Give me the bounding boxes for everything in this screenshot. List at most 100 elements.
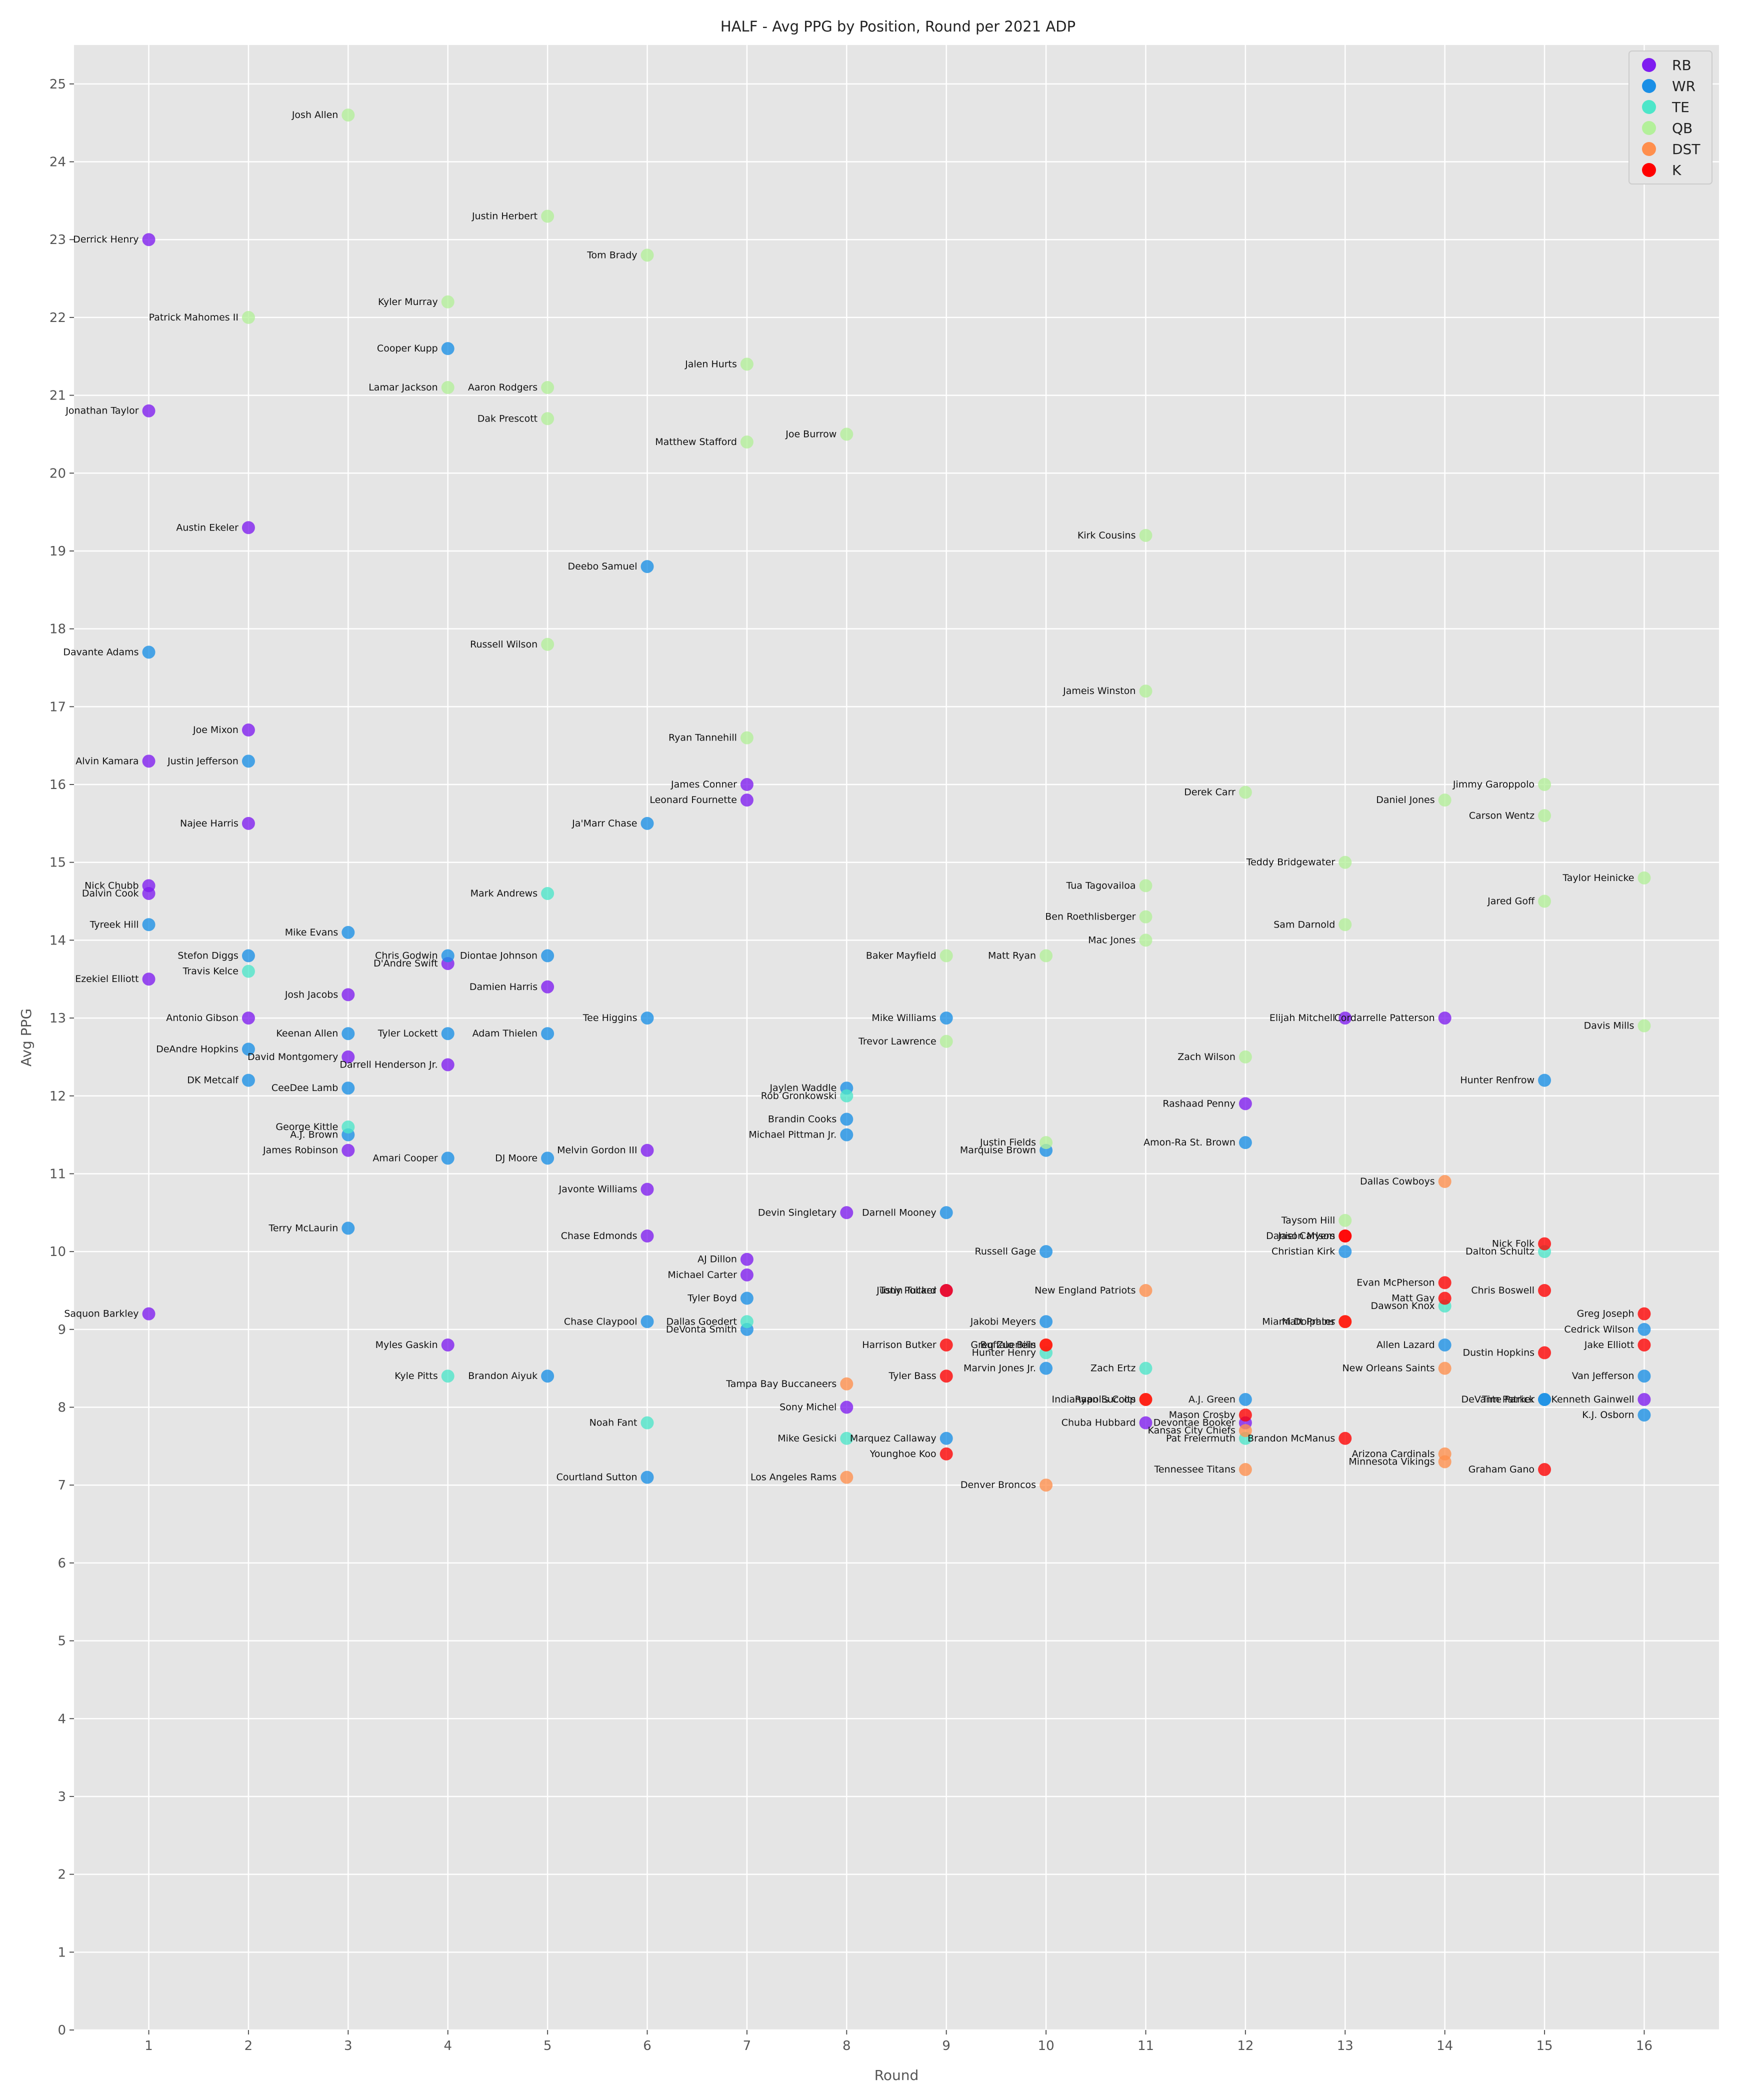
data-point-rb [441,1338,454,1352]
point-label: Dallas Cowboys [1360,1176,1435,1187]
data-point-te [640,1416,654,1430]
data-point-te [242,964,255,978]
data-point-rb [740,778,754,792]
data-point-qb [740,731,754,744]
point-label: Jalen Hurts [684,358,737,370]
data-point-qb [940,949,953,962]
point-label: Jared Goff [1487,896,1535,907]
point-label: Stefon Diggs [178,950,238,962]
point-label: Greg Joseph [1577,1308,1634,1320]
data-point-qb [441,295,454,308]
point-label: DeVonta Smith [666,1324,737,1335]
y-tick-label: 15 [50,856,66,870]
point-label: Brandin Cooks [768,1114,836,1124]
point-label: DeVante Parker [1461,1394,1534,1405]
x-tick-label: 14 [1436,2038,1453,2054]
point-label: Dak Prescott [478,413,538,424]
point-label: Antonio Gibson [166,1012,238,1024]
y-tick-label: 7 [58,1478,66,1493]
data-point-wr [441,1027,454,1040]
legend-marker-rb [1642,58,1656,72]
point-label: Minnesota Vikings [1348,1456,1434,1467]
point-label: Terry McLaurin [268,1222,338,1234]
data-point-rb [740,1268,754,1282]
data-point-rb [242,816,255,830]
y-axis-ticks: 0123456789101112131415161718192021222324… [50,77,74,2038]
point-label: D'Andre Swift [374,958,438,969]
data-point-k [1040,1338,1053,1352]
legend-label-qb: QB [1672,120,1692,136]
point-label: DJ Moore [495,1152,538,1164]
point-label: Harrison Butker [862,1340,936,1350]
point-label: Marquise Brown [960,1145,1036,1156]
point-label: Dalvin Cook [82,888,139,899]
point-label: Ezekiel Elliott [75,974,138,984]
data-point-rb [1638,1392,1651,1406]
point-label: Chris Boswell [1471,1285,1534,1296]
point-labels: Derrick Henry Jonathan Taylor Alvin Kamara… [63,110,1634,1490]
data-point-qb [1538,894,1552,908]
data-point-wr [1238,1136,1252,1150]
point-label: Trevor Lawrence [858,1036,936,1047]
point-label: Aaron Rodgers [468,382,538,393]
point-label: Courtland Sutton [556,1472,638,1483]
point-label: Teddy Bridgewater [1246,857,1336,868]
chart-title: HALF - Avg PPG by Position, Round per 20… [720,18,1076,35]
point-label: Chris Godwin [375,950,438,962]
point-label: Jameis Winston [1062,686,1136,696]
data-point-wr [840,1112,854,1126]
point-label: James Conner [670,779,737,790]
point-label: Brandon Aiyuk [468,1370,538,1382]
point-label: Kyler Murray [378,296,438,308]
y-tick-label: 8 [58,1400,66,1416]
point-label: Cooper Kupp [377,343,438,354]
point-label: Ryan Tannehill [668,732,737,744]
point-label: Matthew Stafford [655,436,737,448]
point-label: Tee Higgins [582,1012,638,1024]
data-point-te [441,1370,454,1383]
data-point-qb [1638,871,1651,884]
y-tick-label: 0 [58,2023,66,2038]
y-tick-label: 25 [50,77,66,92]
x-axis-ticks: 1 2 3 4 5 6 7 8 9 10 11 12 13 14 15 16 [144,2030,1652,2054]
data-point-qb [740,358,754,371]
point-label: Mac Jones [1088,934,1136,946]
legend-label-k: K [1672,162,1682,178]
data-point-k [1438,1276,1452,1290]
data-point-wr [342,1222,355,1235]
point-label: Taysom Hill [1281,1215,1336,1226]
data-point-k [940,1284,953,1297]
point-label: Evan McPherson [1356,1277,1434,1288]
data-point-dst [1139,1284,1152,1297]
point-label: Alvin Kamara [76,756,138,766]
data-point-qb [441,381,454,394]
data-point-rb [142,404,156,418]
point-label: Cedrick Wilson [1564,1324,1634,1335]
x-tick-label: 2 [244,2038,253,2054]
y-tick-label: 6 [58,1556,66,1571]
data-point-qb [541,210,554,223]
y-tick-label: 16 [50,778,66,792]
y-tick-label: 12 [50,1089,66,1104]
data-point-wr [940,1432,953,1445]
point-label: Jimmy Garoppolo [1452,779,1534,790]
data-point-k [1139,1392,1152,1406]
point-label: Younghoe Koo [870,1448,936,1460]
x-tick-label: 1 [144,2038,153,2054]
data-point-rb [840,1400,854,1414]
data-point-wr [640,1315,654,1328]
point-label: Jason Myers [1278,1230,1335,1242]
point-label: James Robinson [262,1145,338,1156]
data-point-wr [1638,1370,1651,1383]
y-tick-label: 22 [50,310,66,326]
y-tick-label: 1 [58,1945,66,1960]
point-label: Justin Jefferson [167,756,238,766]
legend-label-dst: DST [1672,141,1700,158]
data-point-rb [142,972,156,986]
point-label: Tua Tagovailoa [1066,880,1136,891]
point-label: AJ Dillon [698,1254,737,1265]
point-label: Nick Folk [1492,1238,1534,1250]
point-label: New England Patriots [1034,1285,1136,1296]
x-tick-label: 9 [942,2038,950,2054]
y-tick-label: 4 [58,1712,66,1726]
